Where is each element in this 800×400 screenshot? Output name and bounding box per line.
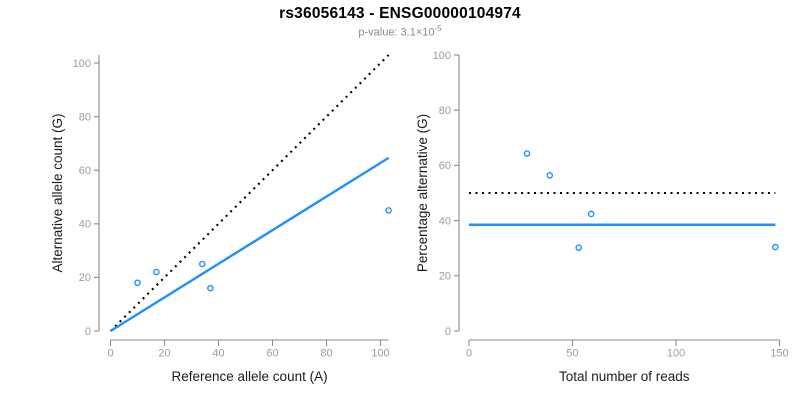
- pvalue-text: p-value: 3.1×10: [358, 26, 435, 39]
- data-point: [385, 207, 392, 214]
- x-tick-label: 50: [566, 348, 578, 360]
- y-tick-label: 20: [79, 272, 91, 284]
- x-tick-label: 100: [371, 348, 389, 360]
- x-tick-label: 100: [667, 348, 685, 360]
- data-point: [523, 150, 531, 157]
- figure-title: rs36056143 - ENSG00000104974: [279, 5, 521, 22]
- data-point: [587, 210, 595, 218]
- data-point: [546, 172, 554, 179]
- left-scatter-panel: 0 20 40 60 80 100 0 20 40 60 80 100 Reference allele…: [50, 54, 392, 384]
- y-tick-label: 0: [85, 326, 91, 338]
- fit-line: [109, 156, 390, 333]
- data-point: [153, 268, 160, 276]
- y-tick-label: 40: [439, 215, 451, 227]
- pvalue-exponent: -5: [434, 24, 442, 33]
- x-axis-title: Total number of reads: [559, 369, 690, 384]
- x-tick-label: 80: [320, 348, 332, 360]
- data-point: [134, 279, 141, 287]
- x-tick-label: 40: [212, 348, 224, 360]
- y-tick-label: 0: [445, 326, 451, 338]
- x-tick-label: 150: [770, 348, 788, 360]
- data-point: [575, 244, 583, 251]
- y-axis-title: Alternative allele count (G): [50, 113, 65, 272]
- x-tick-label: 0: [107, 348, 113, 360]
- y-axis-title: Percentage alternative (G): [415, 114, 430, 272]
- y-tick-label: 40: [79, 219, 91, 231]
- data-point: [207, 284, 214, 292]
- x-tick-label: 0: [466, 348, 472, 360]
- y-tick-label: 60: [79, 165, 91, 177]
- y-tick-label: 80: [79, 111, 91, 123]
- data-point: [198, 260, 206, 268]
- y-tick-label: 60: [439, 160, 451, 172]
- y-tick-label: 100: [73, 58, 91, 70]
- y-tick-label: 100: [433, 50, 451, 62]
- y-tick-label: 80: [439, 105, 451, 117]
- data-point: [772, 243, 779, 251]
- right-scatter-panel: 0 50 100 150 0 20 40 60 80 100 Total number of rea…: [415, 50, 789, 384]
- x-tick-label: 20: [158, 348, 170, 360]
- figure-subtitle: p-value: 3.1×10-5: [0, 24, 800, 39]
- x-axis-title: Reference allele count (A): [172, 369, 328, 384]
- identity-line: [109, 54, 390, 332]
- y-tick-label: 20: [439, 271, 451, 283]
- x-tick-label: 60: [266, 348, 278, 360]
